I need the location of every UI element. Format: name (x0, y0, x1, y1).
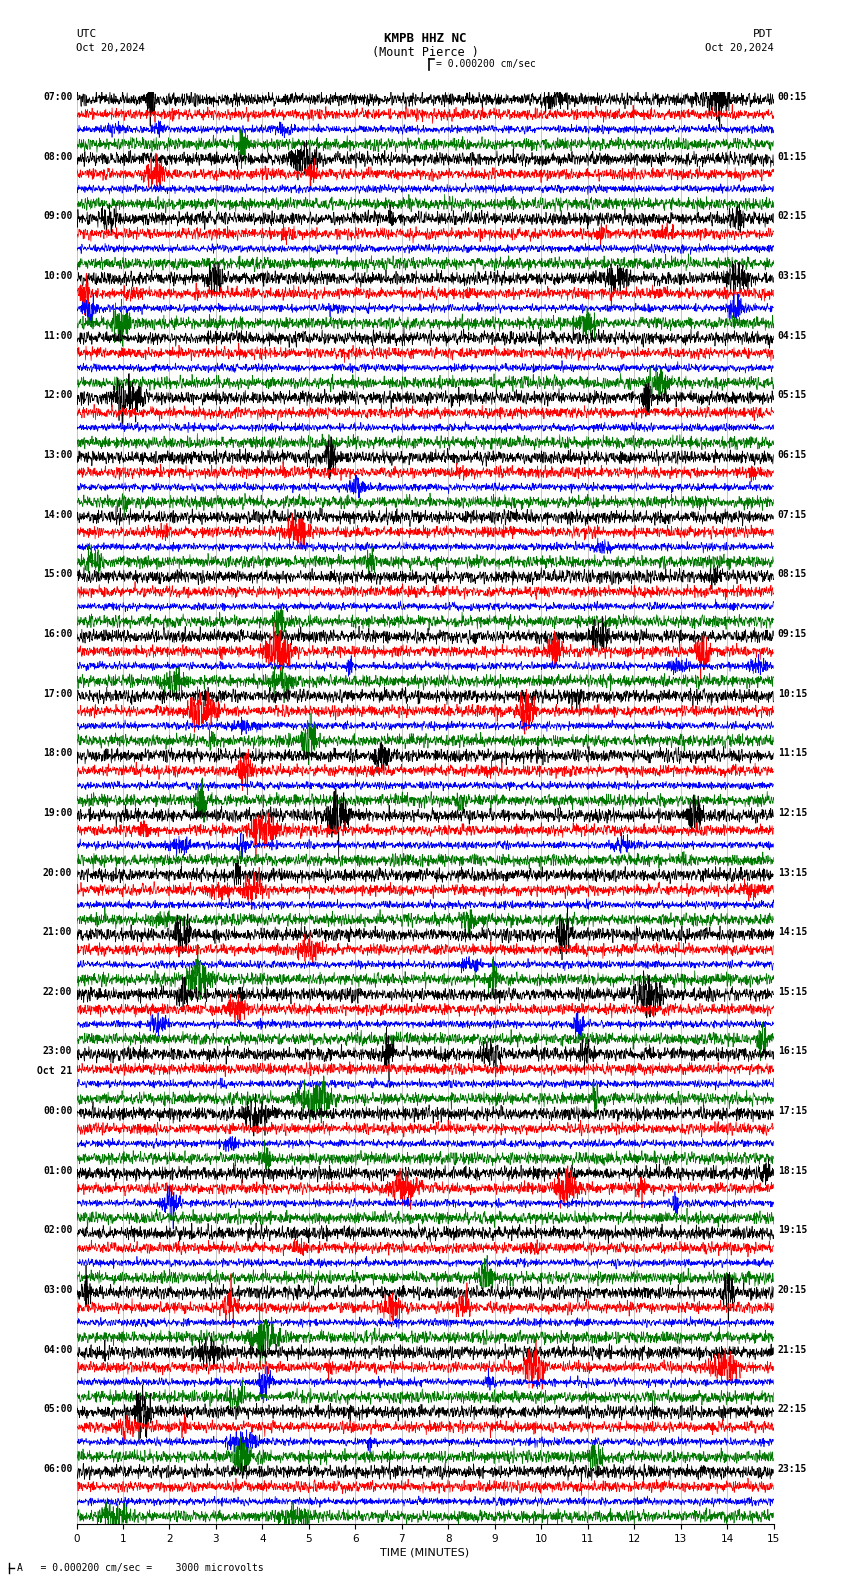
Text: 20:00: 20:00 (42, 868, 72, 878)
Text: 01:15: 01:15 (778, 152, 807, 162)
Text: (Mount Pierce ): (Mount Pierce ) (371, 46, 479, 59)
Text: 02:15: 02:15 (778, 211, 807, 222)
Text: 00:15: 00:15 (778, 92, 807, 101)
Text: 23:00: 23:00 (42, 1047, 72, 1057)
Text: UTC: UTC (76, 29, 97, 38)
Text: 18:15: 18:15 (778, 1166, 807, 1175)
Text: 16:00: 16:00 (42, 629, 72, 638)
Text: 07:15: 07:15 (778, 510, 807, 520)
Text: 15:00: 15:00 (42, 569, 72, 580)
Text: 17:00: 17:00 (42, 689, 72, 699)
Text: 07:00: 07:00 (42, 92, 72, 101)
Text: = 0.000200 cm/sec: = 0.000200 cm/sec (436, 59, 536, 70)
Text: 00:00: 00:00 (42, 1106, 72, 1117)
Text: 20:15: 20:15 (778, 1285, 807, 1296)
Text: 08:00: 08:00 (42, 152, 72, 162)
Text: 22:15: 22:15 (778, 1405, 807, 1415)
Text: 02:00: 02:00 (42, 1226, 72, 1236)
Text: KMPB HHZ NC: KMPB HHZ NC (383, 32, 467, 44)
Text: Oct 21: Oct 21 (37, 1066, 72, 1077)
Text: 09:00: 09:00 (42, 211, 72, 222)
Text: 14:00: 14:00 (42, 510, 72, 520)
Text: 23:15: 23:15 (778, 1464, 807, 1475)
Text: 06:00: 06:00 (42, 1464, 72, 1475)
Text: 19:15: 19:15 (778, 1226, 807, 1236)
Text: 13:15: 13:15 (778, 868, 807, 878)
Text: 10:00: 10:00 (42, 271, 72, 280)
Text: 22:00: 22:00 (42, 987, 72, 996)
Text: 11:00: 11:00 (42, 331, 72, 341)
X-axis label: TIME (MINUTES): TIME (MINUTES) (381, 1548, 469, 1557)
Text: 19:00: 19:00 (42, 808, 72, 817)
Text: 10:15: 10:15 (778, 689, 807, 699)
Text: 04:15: 04:15 (778, 331, 807, 341)
Text: PDT: PDT (753, 29, 774, 38)
Text: 13:00: 13:00 (42, 450, 72, 459)
Text: 21:00: 21:00 (42, 927, 72, 938)
Text: 15:15: 15:15 (778, 987, 807, 996)
Text: 03:15: 03:15 (778, 271, 807, 280)
Text: A   = 0.000200 cm/sec =    3000 microvolts: A = 0.000200 cm/sec = 3000 microvolts (17, 1563, 264, 1573)
Text: 09:15: 09:15 (778, 629, 807, 638)
Text: 16:15: 16:15 (778, 1047, 807, 1057)
Text: 12:00: 12:00 (42, 390, 72, 401)
Text: 11:15: 11:15 (778, 748, 807, 759)
Text: 08:15: 08:15 (778, 569, 807, 580)
Text: Oct 20,2024: Oct 20,2024 (705, 43, 774, 52)
Text: 03:00: 03:00 (42, 1285, 72, 1296)
Text: 14:15: 14:15 (778, 927, 807, 938)
Text: 21:15: 21:15 (778, 1345, 807, 1354)
Text: 05:00: 05:00 (42, 1405, 72, 1415)
Text: 06:15: 06:15 (778, 450, 807, 459)
Text: 04:00: 04:00 (42, 1345, 72, 1354)
Text: 01:00: 01:00 (42, 1166, 72, 1175)
Text: 18:00: 18:00 (42, 748, 72, 759)
Text: 17:15: 17:15 (778, 1106, 807, 1117)
Text: 12:15: 12:15 (778, 808, 807, 817)
Text: 05:15: 05:15 (778, 390, 807, 401)
Text: Oct 20,2024: Oct 20,2024 (76, 43, 145, 52)
